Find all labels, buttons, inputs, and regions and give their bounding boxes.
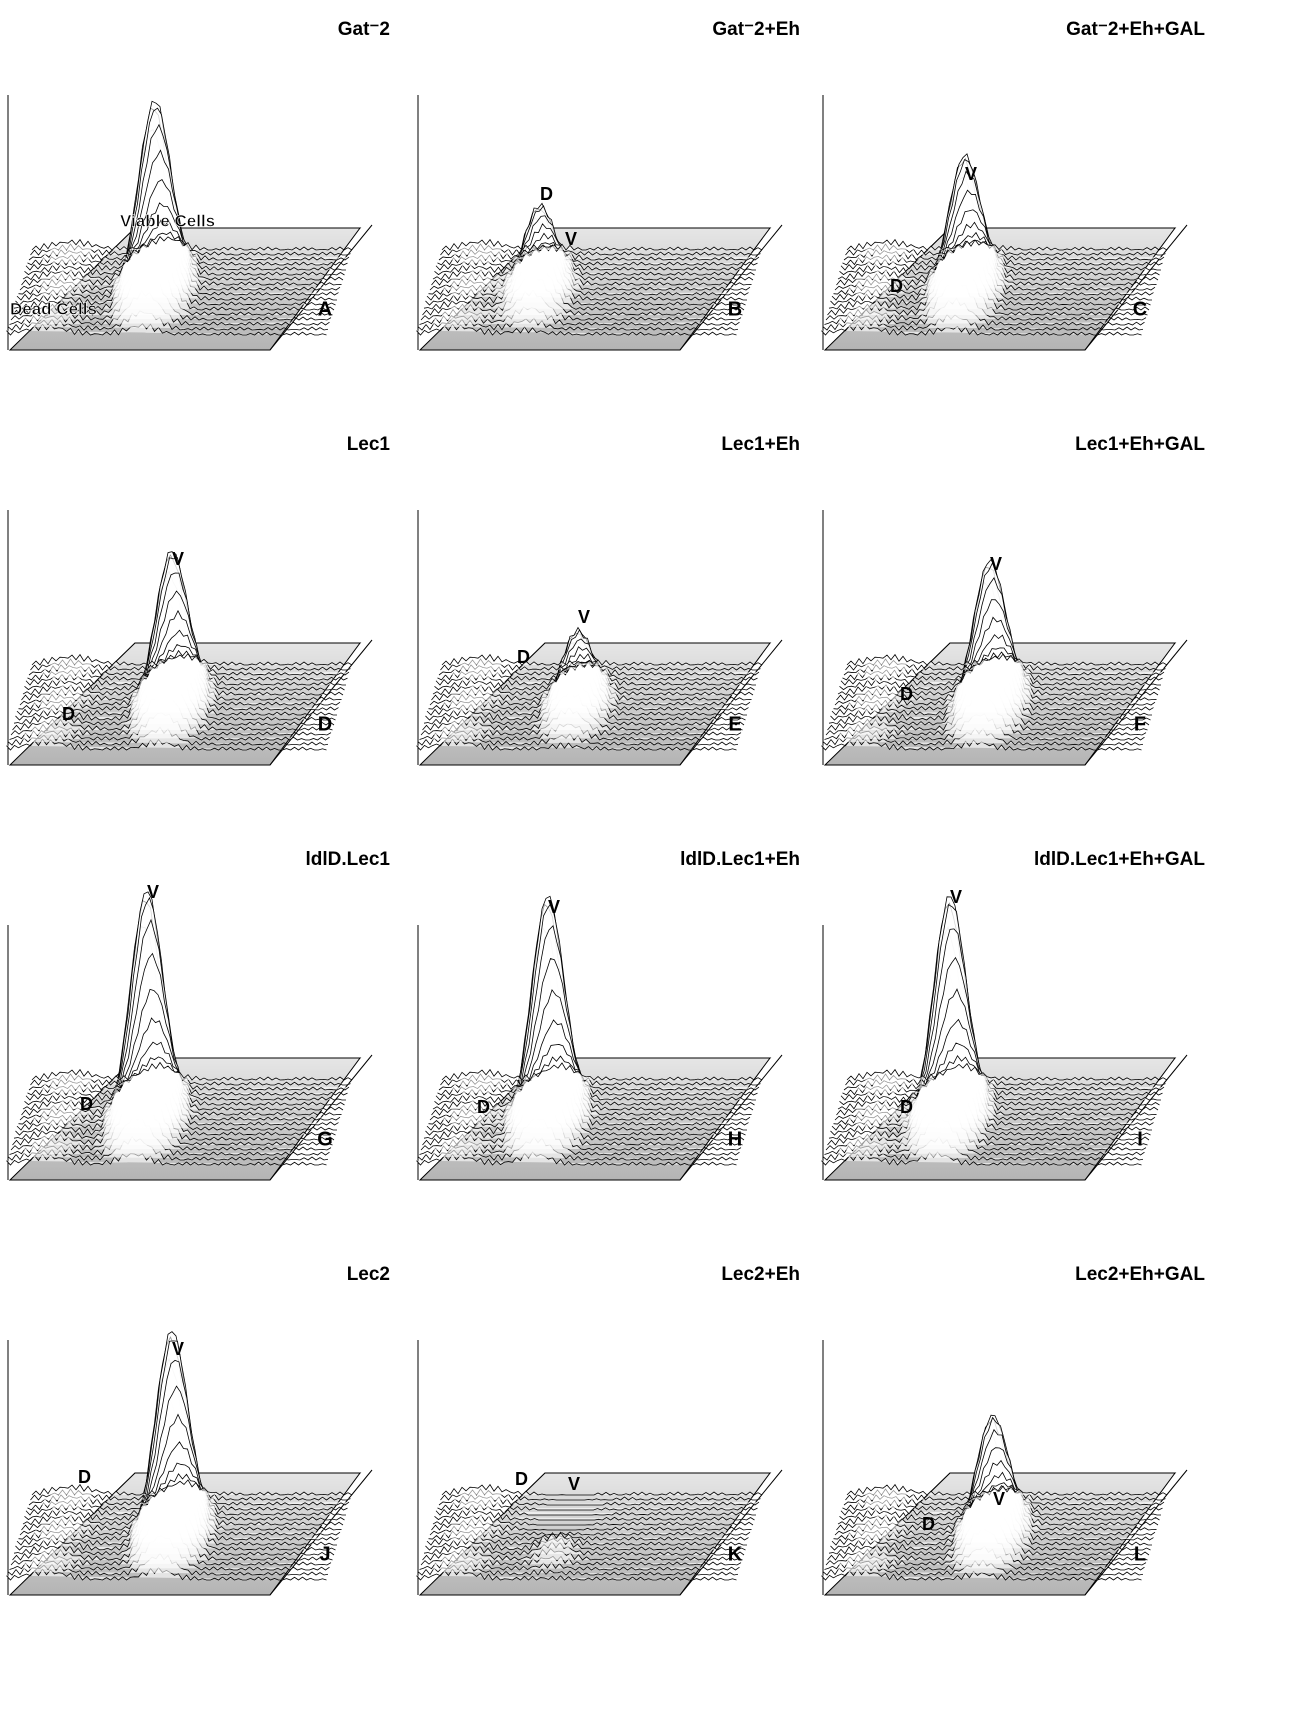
panel: Lec2+Eh K D V	[417, 1264, 801, 1595]
panel: Lec1 D V D	[7, 434, 391, 765]
panel: Lec1+Eh E V D	[417, 434, 801, 765]
panel-letter: H	[728, 1128, 742, 1150]
peak-label: V	[965, 164, 977, 184]
panel-letter: F	[1134, 713, 1146, 735]
panel-letter: G	[317, 1128, 333, 1150]
panel: Gat⁻2 A Viable Cells Dead Cells	[7, 19, 391, 350]
peak-label: D	[900, 684, 913, 704]
peak-label: D	[922, 1514, 935, 1534]
peak-label: D	[80, 1094, 93, 1114]
peak-label: Dead Cells	[10, 299, 97, 318]
panel-title: Lec1+Eh+GAL	[1075, 434, 1205, 455]
peak-label: V	[548, 897, 560, 917]
panel-letter: D	[318, 713, 332, 735]
panel: Lec2+Eh+GAL L V D	[822, 1264, 1206, 1595]
peak-label: D	[540, 184, 553, 204]
peak-label: V	[578, 607, 590, 627]
panel-letter: E	[728, 713, 741, 735]
peak-label: D	[890, 276, 903, 296]
panel: Gat⁻2+Eh B D V	[417, 19, 801, 350]
panel-title: ldlD.Lec1	[306, 849, 391, 870]
panel-title: Lec2+Eh+GAL	[1075, 1264, 1205, 1285]
panel-title: Gat⁻2+Eh	[712, 19, 800, 40]
peak-label: D	[62, 704, 75, 724]
panel-title: ldlD.Lec1+Eh	[680, 849, 800, 870]
peak-label: V	[147, 882, 159, 902]
panel: Gat⁻2+Eh+GAL C V D	[822, 19, 1206, 350]
page: {"panels": [ {"title": "Gat⁻2", "letter"…	[0, 0, 1307, 1733]
peak-label: D	[78, 1467, 91, 1487]
panel: Lec1+Eh+GAL F V D	[822, 434, 1206, 765]
peak-label: D	[477, 1097, 490, 1117]
peak-label: D	[900, 1097, 913, 1117]
panel-title: Gat⁻2	[338, 19, 390, 40]
peak-label: V	[568, 1474, 580, 1494]
peak-label: V	[172, 1339, 184, 1359]
panel: ldlD.Lec1+Eh H V D	[417, 849, 801, 1180]
peak-label: V	[565, 229, 577, 249]
panel: ldlD.Lec1+Eh+GAL I V D	[822, 849, 1206, 1180]
panel-letter: I	[1137, 1128, 1143, 1150]
panel-letter: A	[318, 298, 332, 320]
panel-title: Lec2	[347, 1264, 390, 1285]
peak-label: V	[990, 554, 1002, 574]
peak-label: D	[515, 1469, 528, 1489]
panel-title: Gat⁻2+Eh+GAL	[1066, 19, 1205, 40]
peak-label: V	[172, 549, 184, 569]
panel-title: Lec1	[347, 434, 391, 455]
panel-title: Lec1+Eh	[721, 434, 800, 455]
panel-title: ldlD.Lec1+Eh+GAL	[1034, 849, 1205, 870]
peak-label: V	[993, 1489, 1005, 1509]
panel: Lec2 J V D	[7, 1264, 391, 1595]
panel: ldlD.Lec1 G V D	[7, 849, 391, 1180]
panel-letter: B	[728, 298, 742, 320]
panel-letter: C	[1133, 298, 1147, 320]
peak-label: V	[950, 887, 962, 907]
peak-label: D	[517, 647, 530, 667]
figure: Gat⁻2AViable CellsDead CellsGat⁻2+EhBDVG…	[0, 0, 1307, 1733]
peak-label: Viable Cells	[120, 211, 215, 230]
panel-title: Lec2+Eh	[721, 1264, 800, 1285]
panel-letter: K	[728, 1543, 743, 1565]
panel-letter: J	[319, 1543, 330, 1565]
panel-letter: L	[1134, 1543, 1146, 1565]
